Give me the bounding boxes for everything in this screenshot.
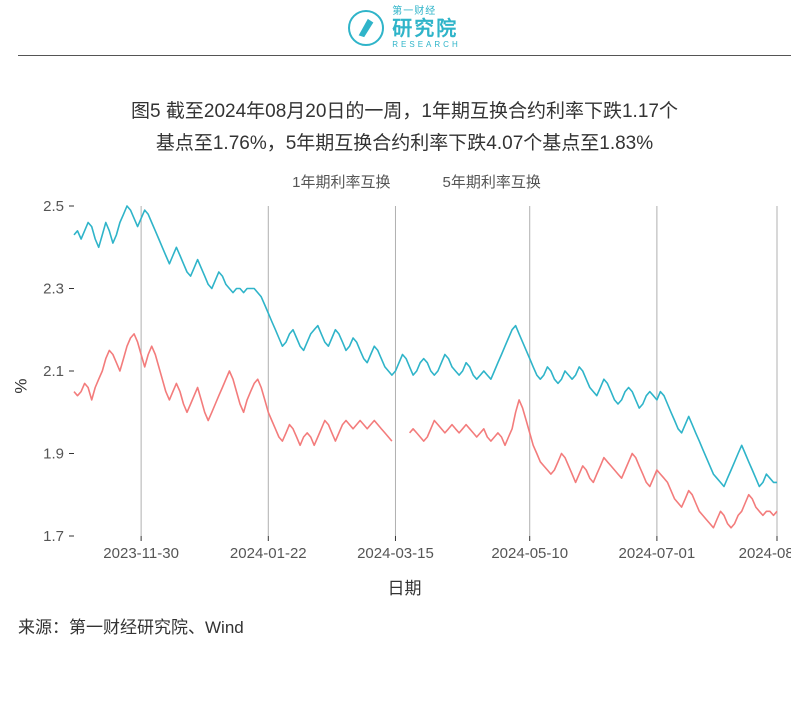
legend-label-1y: 1年期利率互换	[292, 171, 390, 192]
caption-line-1: 图5 截至2024年08月20日的一周，1年期互换合约利率下跌1.17个	[131, 101, 678, 122]
svg-text:1.9: 1.9	[43, 445, 64, 462]
svg-text:2024-05-10: 2024-05-10	[491, 545, 568, 562]
logo-small-text: 第一财经	[392, 7, 460, 17]
svg-text:2023-11-30: 2023-11-30	[103, 545, 179, 562]
logo-text: 第一财经 研究院 RESEARCH	[392, 7, 460, 49]
figure-source: 来源：第一财经研究院、Wind	[18, 613, 791, 638]
line-chart: 1.7 1.9 2.1 2.3 2.5 2023-11-30 2024-01-22 2024-…	[18, 196, 791, 576]
x-axis-label: 日期	[18, 574, 791, 599]
svg-text:2.3: 2.3	[43, 280, 64, 297]
svg-text:2024-08-20: 2024-08-20	[739, 545, 791, 562]
legend-swatch-1y	[268, 180, 286, 183]
svg-text:2.5: 2.5	[43, 198, 64, 215]
logo-icon	[348, 10, 384, 46]
logo-en-text: RESEARCH	[392, 41, 460, 49]
plot-area: % 1.71.92.12.32.52023-11-302024-01-22202…	[18, 196, 791, 576]
legend-label-5y: 5年期利率互换	[443, 171, 541, 192]
legend-item-5y: 5年期利率互换	[419, 171, 541, 192]
svg-text:1.7: 1.7	[43, 528, 64, 545]
caption-line-2: 基点至1.76%，5年期互换合约利率下跌4.07个基点至1.83%	[156, 133, 653, 154]
chart-legend: 1年期利率互换 5年期利率互换	[18, 171, 791, 192]
y-axis-label: %	[12, 378, 32, 393]
legend-item-1y: 1年期利率互换	[268, 171, 390, 192]
svg-text:2024-07-01: 2024-07-01	[619, 545, 696, 562]
figure-container: 图5 截至2024年08月20日的一周，1年期互换合约利率下跌1.17个 基点至…	[0, 56, 809, 599]
figure-caption: 图5 截至2024年08月20日的一周，1年期互换合约利率下跌1.17个 基点至…	[18, 96, 791, 161]
logo-big-text: 研究院	[392, 19, 460, 39]
svg-text:2024-01-22: 2024-01-22	[230, 545, 307, 562]
svg-text:2024-03-15: 2024-03-15	[357, 545, 434, 562]
page-header: 第一财经 研究院 RESEARCH	[18, 0, 791, 56]
svg-text:2.1: 2.1	[43, 363, 64, 380]
legend-swatch-5y	[419, 180, 437, 183]
